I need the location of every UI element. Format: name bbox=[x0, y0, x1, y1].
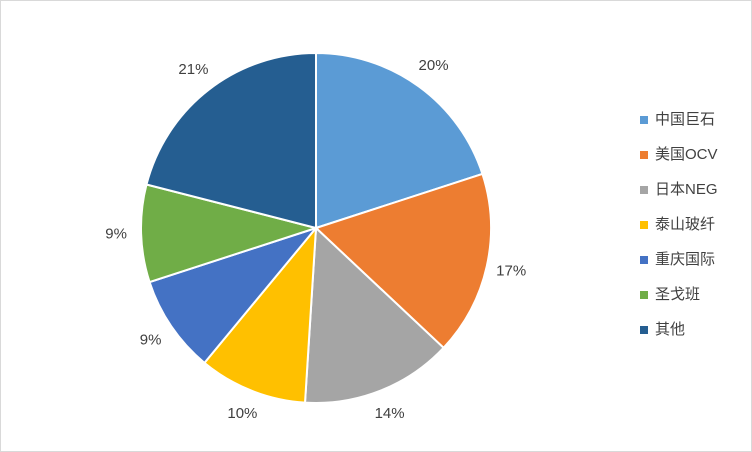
pie-slice bbox=[145, 51, 317, 230]
data-label: 17% bbox=[496, 263, 526, 280]
pie-slice bbox=[140, 183, 320, 284]
data-label: 9% bbox=[140, 331, 162, 348]
legend-swatch bbox=[640, 221, 648, 229]
pie-slice bbox=[315, 51, 484, 230]
legend-swatch bbox=[640, 116, 648, 124]
pie-slice bbox=[148, 225, 319, 365]
legend-label: 中国巨石 bbox=[655, 111, 715, 128]
data-label: 20% bbox=[419, 57, 449, 74]
legend-label: 其他 bbox=[655, 321, 685, 338]
legend-swatch bbox=[640, 151, 648, 159]
legend-swatch bbox=[640, 291, 648, 299]
data-label: 10% bbox=[227, 405, 257, 422]
pie-slice bbox=[314, 172, 492, 350]
legend-swatch bbox=[640, 256, 648, 264]
pie-slice bbox=[303, 225, 445, 404]
legend-label: 美国OCV bbox=[655, 146, 718, 163]
legend-label: 日本NEG bbox=[655, 181, 718, 198]
legend-label: 泰山玻纤 bbox=[655, 216, 715, 233]
legend-swatch bbox=[640, 326, 648, 334]
data-label: 14% bbox=[375, 405, 405, 422]
data-label: 21% bbox=[178, 61, 208, 78]
data-label: 9% bbox=[105, 225, 127, 242]
legend-swatch bbox=[640, 186, 648, 194]
legend-label: 圣戈班 bbox=[655, 286, 700, 303]
pie-slice bbox=[203, 224, 318, 404]
legend-label: 重庆国际 bbox=[655, 251, 715, 268]
